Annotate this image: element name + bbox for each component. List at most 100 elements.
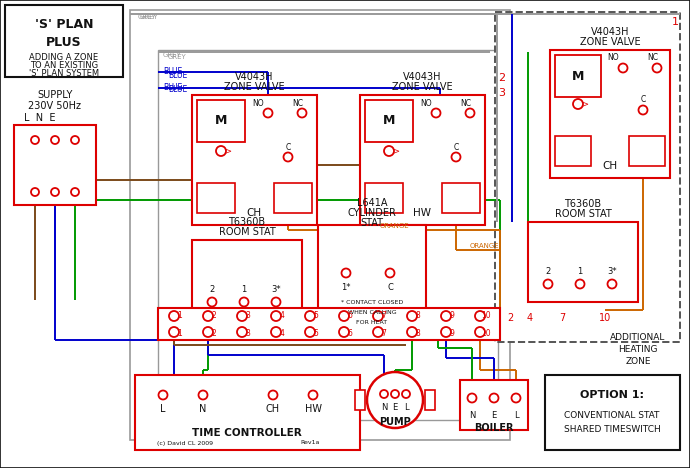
Text: Rev1a: Rev1a	[300, 440, 319, 446]
Text: * CONTACT CLOSED: * CONTACT CLOSED	[341, 300, 403, 306]
Text: M: M	[572, 70, 584, 82]
Circle shape	[373, 311, 383, 321]
Text: E: E	[393, 403, 397, 412]
Circle shape	[575, 279, 584, 288]
Bar	[158, 308, 500, 340]
Text: 10: 10	[599, 313, 611, 323]
Circle shape	[407, 311, 417, 321]
Bar	[14, 125, 96, 205]
Circle shape	[199, 390, 208, 400]
Text: N: N	[199, 404, 207, 414]
Text: E: E	[491, 410, 497, 419]
Text: NO: NO	[252, 98, 264, 108]
Text: L: L	[513, 410, 518, 419]
Circle shape	[441, 327, 451, 337]
Bar	[425, 390, 435, 410]
Circle shape	[216, 146, 226, 156]
Text: 6: 6	[348, 329, 353, 337]
Text: 3*: 3*	[607, 268, 617, 277]
Text: L641A: L641A	[357, 198, 387, 208]
Circle shape	[638, 105, 647, 115]
Circle shape	[339, 327, 349, 337]
Text: 1: 1	[241, 285, 246, 294]
Text: ORANGE: ORANGE	[470, 243, 500, 249]
Text: WHEN CALLING: WHEN CALLING	[348, 310, 396, 315]
Text: 1: 1	[671, 17, 678, 27]
Text: ZONE VALVE: ZONE VALVE	[580, 37, 640, 47]
Circle shape	[607, 279, 616, 288]
Circle shape	[239, 298, 248, 307]
Text: 9: 9	[450, 329, 455, 337]
Circle shape	[51, 136, 59, 144]
Text: BOILER: BOILER	[474, 423, 514, 433]
Bar	[197, 100, 245, 142]
Circle shape	[489, 394, 498, 402]
Circle shape	[451, 153, 460, 161]
Text: (c) David CL 2009: (c) David CL 2009	[157, 440, 213, 446]
Text: L: L	[404, 403, 408, 412]
Text: NC: NC	[293, 98, 304, 108]
Bar	[192, 240, 302, 322]
Text: BLUE: BLUE	[168, 86, 187, 95]
Circle shape	[511, 394, 520, 402]
Circle shape	[308, 390, 317, 400]
Text: 9: 9	[450, 310, 455, 320]
Text: 7: 7	[382, 310, 386, 320]
Circle shape	[468, 394, 477, 402]
Text: V4043H: V4043H	[591, 27, 629, 37]
Text: NO: NO	[420, 98, 432, 108]
Bar	[5, 5, 123, 77]
Circle shape	[407, 327, 417, 337]
Bar	[460, 380, 528, 430]
Text: GREY: GREY	[138, 14, 157, 20]
Text: 2: 2	[212, 329, 217, 337]
Circle shape	[31, 136, 39, 144]
Bar	[545, 375, 680, 450]
Text: 3*: 3*	[271, 285, 281, 294]
Text: C: C	[453, 142, 459, 152]
Circle shape	[367, 372, 423, 428]
Text: STAT: STAT	[360, 218, 384, 228]
Text: 3: 3	[498, 88, 506, 98]
Circle shape	[305, 327, 315, 337]
Circle shape	[271, 327, 281, 337]
Text: L: L	[160, 404, 166, 414]
Text: 2: 2	[498, 73, 506, 83]
Circle shape	[384, 146, 394, 156]
Circle shape	[475, 327, 485, 337]
Text: C: C	[640, 95, 646, 104]
Text: 3: 3	[246, 329, 250, 337]
Text: ROOM STAT: ROOM STAT	[219, 227, 275, 237]
Text: 4: 4	[279, 329, 284, 337]
Bar	[629, 136, 665, 166]
Circle shape	[339, 311, 349, 321]
Bar	[318, 225, 426, 335]
Circle shape	[653, 64, 662, 73]
Circle shape	[386, 269, 395, 278]
Circle shape	[169, 311, 179, 321]
Text: BLUE: BLUE	[168, 71, 187, 80]
Circle shape	[203, 311, 213, 321]
Text: 10: 10	[481, 310, 491, 320]
Text: 1: 1	[177, 310, 182, 320]
Circle shape	[159, 390, 168, 400]
Text: SHARED TIMESWITCH: SHARED TIMESWITCH	[564, 425, 660, 434]
Text: PLUS: PLUS	[46, 36, 82, 49]
Text: 1*: 1*	[342, 283, 351, 292]
Text: HW: HW	[304, 404, 322, 414]
Circle shape	[203, 327, 213, 337]
Bar	[135, 375, 360, 450]
Text: 2: 2	[507, 313, 513, 323]
Text: M: M	[215, 115, 227, 127]
Text: OPTION 1:: OPTION 1:	[580, 390, 644, 400]
Text: TO AN EXISTING: TO AN EXISTING	[30, 61, 98, 71]
Text: 2: 2	[212, 310, 217, 320]
Circle shape	[544, 279, 553, 288]
Text: PUMP: PUMP	[379, 417, 411, 427]
Text: 2: 2	[209, 285, 215, 294]
Bar	[528, 222, 638, 302]
Circle shape	[342, 269, 351, 278]
Bar	[555, 55, 601, 97]
Text: ROOM STAT: ROOM STAT	[555, 209, 611, 219]
Bar	[360, 95, 485, 225]
